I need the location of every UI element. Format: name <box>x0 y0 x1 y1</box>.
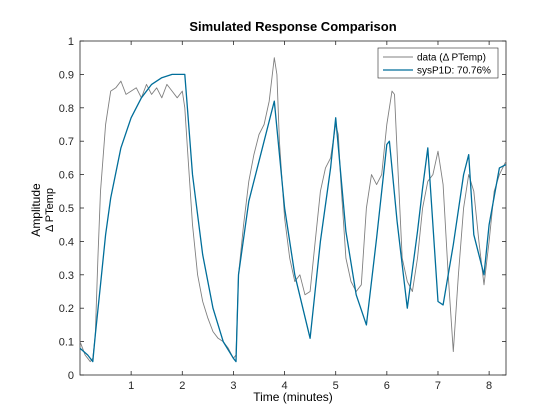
y-tick-label: 0.8 <box>59 103 74 115</box>
x-tick-label: 2 <box>179 380 185 392</box>
legend: data (Δ PTemp) sysP1D: 70.76% <box>377 47 499 79</box>
plot-area <box>79 40 507 376</box>
legend-label-data: data (Δ PTemp) <box>417 53 486 64</box>
y-tick-label: 1 <box>68 36 74 48</box>
y-tick-label: 0.3 <box>59 270 74 282</box>
y-tick-label: 0.6 <box>59 170 74 182</box>
y-tick-label: 0.9 <box>59 69 74 81</box>
y-axis-label: Amplitude <box>29 183 43 237</box>
x-tick-label: 8 <box>486 380 492 392</box>
y-tick-label: 0 <box>68 370 74 382</box>
series-line-model <box>79 73 507 363</box>
chart-title: Simulated Response Comparison <box>189 19 396 34</box>
x-tick-label: 3 <box>230 380 236 392</box>
legend-label-model: sysP1D: 70.76% <box>417 66 491 77</box>
y-tick-label: 0.4 <box>59 236 74 248</box>
y-tick-label: 0.7 <box>59 136 74 148</box>
axes-box <box>79 40 507 376</box>
x-tick-label: 7 <box>435 380 441 392</box>
x-tick-label: 5 <box>333 380 339 392</box>
series-layer <box>79 57 507 363</box>
ticks-group: 1 2 3 4 5 6 7 8 0 0.1 0.2 0.3 0.4 0.5 0.6 0.7 0.8 0.9 1 <box>59 36 506 392</box>
series-line-data <box>79 57 507 363</box>
y-tick-label: 0.5 <box>59 203 74 215</box>
y-axis-sublabel: Δ PTemp <box>44 188 56 232</box>
x-tick-label: 6 <box>384 380 390 392</box>
x-tick-label: 1 <box>128 380 134 392</box>
y-tick-label: 0.2 <box>59 303 74 315</box>
legend-box <box>377 47 499 79</box>
y-tick-label: 0.1 <box>59 337 74 349</box>
x-tick-label: 4 <box>281 380 287 392</box>
x-axis-label: Time (minutes) <box>253 390 333 404</box>
